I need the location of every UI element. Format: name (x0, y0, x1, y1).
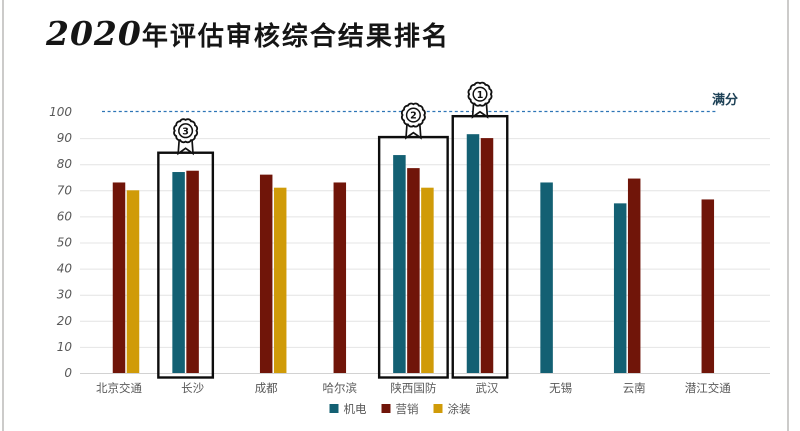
bar-涂装-北京交通 (126, 190, 140, 373)
legend-label: 营销 (396, 402, 419, 416)
x-axis-label-潜江交通: 潜江交通 (685, 381, 731, 395)
x-axis-label-北京交通: 北京交通 (96, 381, 142, 395)
legend-item-涂装: 涂装 (433, 402, 471, 416)
slide-left-edge (2, 0, 4, 431)
highlight-box-陕西国防 (377, 135, 449, 379)
bar-机电-武汉 (466, 134, 480, 373)
x-axis-label-云南: 云南 (623, 381, 646, 395)
y-axis-tick-label: 80 (57, 157, 73, 171)
chart-title-year: 2020 (46, 14, 142, 53)
legend: 机电 营销 涂装 (329, 402, 471, 416)
bar-营销-武汉 (480, 138, 494, 373)
legend-swatch (433, 404, 443, 413)
legend-swatch (381, 404, 391, 413)
y-axis-tick-label: 20 (57, 314, 73, 328)
x-axis-label-武汉: 武汉 (476, 381, 499, 395)
y-axis-tick-label: 70 (57, 183, 73, 197)
bar-机电-无锡 (540, 182, 553, 373)
bar-机电-长沙 (172, 172, 185, 373)
bar-营销-北京交通 (112, 182, 126, 373)
legend-swatch (329, 404, 339, 413)
badge-rank-number: 1 (477, 90, 484, 101)
y-axis-tick-label: 10 (57, 340, 73, 354)
y-axis-tick-label: 100 (49, 105, 72, 119)
bar-机电-云南 (613, 203, 627, 373)
legend-item-营销: 营销 (381, 402, 419, 416)
bar-营销-潜江交通 (701, 199, 715, 373)
badge-inner-circle (178, 123, 194, 139)
legend-label: 涂装 (448, 402, 471, 416)
bar-营销-陕西国防 (407, 168, 420, 373)
bar-营销-云南 (627, 178, 641, 373)
y-axis-tick-label: 50 (57, 236, 73, 250)
x-axis-label-长沙: 长沙 (181, 381, 204, 395)
bar-营销-长沙 (186, 170, 199, 373)
badge-rank-number: 2 (410, 111, 417, 122)
x-axis-label-陕西国防: 陕西国防 (390, 381, 436, 395)
badge-inner-circle (405, 107, 421, 123)
y-axis-tick-label: 30 (57, 288, 73, 302)
x-axis-label-成都: 成都 (255, 381, 278, 395)
badge-rank-number: 3 (182, 126, 189, 137)
bar-营销-哈尔滨 (333, 182, 347, 373)
y-axis-tick-label: 90 (57, 131, 73, 145)
bar-机电-陕西国防 (393, 155, 406, 373)
y-axis-tick-label: 0 (64, 366, 72, 380)
rank-badge-3: 3 (173, 118, 199, 156)
chart-title-text: 年评估审核综合结果排名 (141, 22, 450, 52)
bar-营销-成都 (259, 174, 273, 373)
rank-badge-1: 1 (467, 81, 493, 119)
x-axis-label-哈尔滨: 哈尔滨 (323, 381, 358, 395)
legend-item-机电: 机电 (329, 402, 367, 416)
bar-涂装-陕西国防 (421, 187, 434, 373)
chart-title: 2020年评估审核综合结果排名 (46, 14, 450, 53)
full-score-label: 满分 (712, 92, 738, 108)
y-axis-tick-label: 40 (57, 262, 73, 276)
legend-label: 机电 (344, 402, 367, 416)
highlight-box-武汉 (451, 114, 509, 379)
bar-涂装-成都 (273, 187, 287, 373)
highlight-box-长沙 (157, 151, 215, 379)
y-axis-tick-label: 60 (57, 209, 73, 223)
badge-inner-circle (472, 86, 488, 102)
rank-badge-2: 2 (400, 102, 426, 140)
slide-right-edge (787, 0, 789, 431)
x-axis-label-无锡: 无锡 (549, 381, 572, 395)
